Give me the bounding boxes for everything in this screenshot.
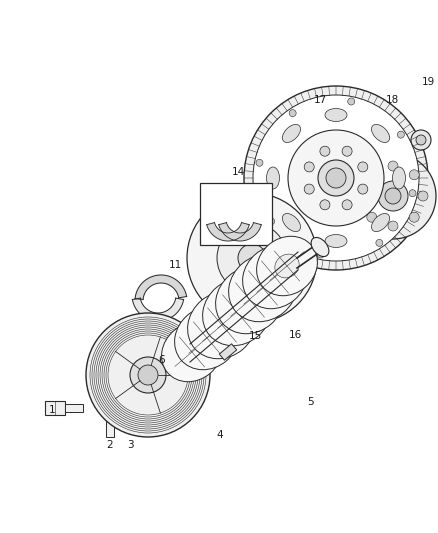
Ellipse shape bbox=[283, 124, 300, 142]
Polygon shape bbox=[219, 223, 261, 241]
Ellipse shape bbox=[162, 322, 223, 382]
Circle shape bbox=[348, 98, 355, 105]
Circle shape bbox=[130, 357, 166, 393]
Bar bbox=[106, 413, 114, 437]
Circle shape bbox=[409, 212, 419, 222]
Circle shape bbox=[317, 251, 324, 258]
Text: 4: 4 bbox=[217, 430, 223, 440]
Circle shape bbox=[342, 200, 352, 210]
Ellipse shape bbox=[215, 266, 284, 334]
Circle shape bbox=[285, 217, 293, 225]
Ellipse shape bbox=[392, 167, 406, 189]
Circle shape bbox=[320, 146, 330, 156]
Text: 3: 3 bbox=[127, 440, 133, 450]
Text: 14: 14 bbox=[231, 167, 245, 177]
Circle shape bbox=[86, 313, 210, 437]
Circle shape bbox=[284, 264, 296, 276]
Ellipse shape bbox=[249, 274, 277, 302]
Circle shape bbox=[416, 135, 426, 145]
Ellipse shape bbox=[236, 287, 264, 313]
Circle shape bbox=[318, 160, 354, 196]
Ellipse shape bbox=[229, 254, 297, 322]
Text: 16: 16 bbox=[288, 330, 302, 340]
Circle shape bbox=[358, 184, 368, 194]
Polygon shape bbox=[135, 275, 187, 300]
Circle shape bbox=[187, 193, 317, 323]
Text: 18: 18 bbox=[385, 95, 399, 105]
Circle shape bbox=[350, 153, 436, 239]
Ellipse shape bbox=[371, 214, 389, 231]
Circle shape bbox=[217, 223, 287, 293]
Ellipse shape bbox=[257, 236, 318, 296]
Ellipse shape bbox=[175, 306, 240, 370]
Circle shape bbox=[238, 244, 266, 272]
Text: 6: 6 bbox=[159, 355, 165, 365]
Circle shape bbox=[268, 218, 275, 225]
Circle shape bbox=[285, 291, 293, 299]
Circle shape bbox=[253, 95, 419, 261]
Ellipse shape bbox=[371, 124, 389, 142]
Circle shape bbox=[138, 365, 158, 385]
Circle shape bbox=[288, 130, 384, 226]
Ellipse shape bbox=[223, 298, 251, 326]
Circle shape bbox=[376, 239, 383, 246]
Text: 1: 1 bbox=[49, 405, 55, 415]
Ellipse shape bbox=[325, 109, 347, 122]
Ellipse shape bbox=[325, 235, 347, 247]
Circle shape bbox=[289, 110, 296, 117]
Circle shape bbox=[342, 146, 352, 156]
Ellipse shape bbox=[194, 325, 220, 351]
Ellipse shape bbox=[283, 214, 300, 231]
Text: 11: 11 bbox=[168, 260, 182, 270]
Ellipse shape bbox=[311, 237, 329, 256]
Circle shape bbox=[320, 200, 330, 210]
Circle shape bbox=[388, 161, 398, 171]
Ellipse shape bbox=[275, 254, 299, 278]
Circle shape bbox=[367, 212, 377, 222]
Ellipse shape bbox=[197, 353, 213, 370]
Ellipse shape bbox=[203, 278, 272, 346]
Circle shape bbox=[418, 191, 428, 201]
Bar bbox=[200, 183, 272, 245]
Circle shape bbox=[409, 190, 416, 197]
Circle shape bbox=[385, 188, 401, 204]
Circle shape bbox=[397, 131, 404, 138]
Circle shape bbox=[211, 291, 219, 299]
Text: 15: 15 bbox=[248, 331, 261, 341]
Bar bbox=[45, 401, 65, 415]
Ellipse shape bbox=[208, 311, 236, 338]
Circle shape bbox=[244, 86, 428, 270]
Circle shape bbox=[304, 184, 314, 194]
Circle shape bbox=[304, 162, 314, 172]
Polygon shape bbox=[132, 298, 184, 321]
Circle shape bbox=[378, 181, 408, 211]
Text: 5: 5 bbox=[307, 397, 313, 407]
Text: 2: 2 bbox=[107, 440, 113, 450]
Bar bbox=[219, 344, 237, 360]
Circle shape bbox=[409, 170, 419, 180]
Circle shape bbox=[358, 191, 368, 201]
Ellipse shape bbox=[187, 292, 256, 359]
Circle shape bbox=[256, 159, 263, 166]
Text: 17: 17 bbox=[313, 95, 327, 105]
Circle shape bbox=[411, 130, 431, 150]
Circle shape bbox=[326, 168, 346, 188]
Ellipse shape bbox=[180, 340, 204, 364]
Circle shape bbox=[367, 170, 377, 180]
Ellipse shape bbox=[243, 245, 307, 309]
Circle shape bbox=[211, 217, 219, 225]
Circle shape bbox=[388, 221, 398, 231]
Ellipse shape bbox=[262, 264, 288, 290]
Bar bbox=[65, 404, 83, 412]
Text: 19: 19 bbox=[421, 77, 434, 87]
Circle shape bbox=[358, 162, 368, 172]
Polygon shape bbox=[207, 223, 249, 241]
Ellipse shape bbox=[266, 167, 279, 189]
